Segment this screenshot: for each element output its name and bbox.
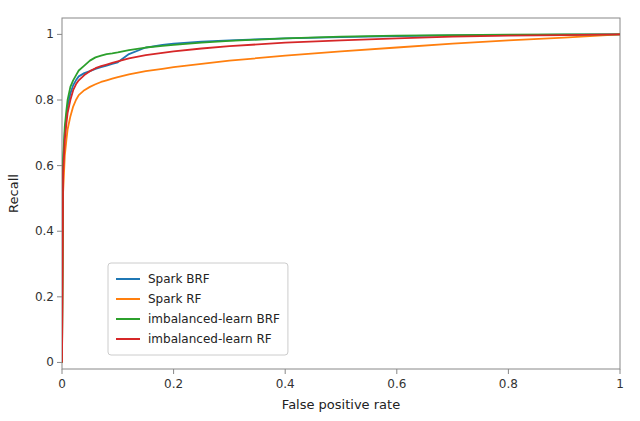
plot-frame [62, 18, 620, 369]
legend-swatch [116, 318, 140, 320]
y-tick [57, 34, 62, 35]
series-line [62, 34, 620, 362]
legend-label: imbalanced-learn RF [148, 332, 272, 346]
y-tick [57, 100, 62, 101]
axes: 0 0.2 0.4 0.6 0.8 1 0 0.2 0.4 0.6 0.8 1 [35, 27, 624, 391]
x-tick [173, 369, 174, 374]
y-tick-label: 0.4 [35, 224, 54, 238]
x-tick-label: 0.2 [164, 377, 183, 391]
x-tick [508, 369, 509, 374]
x-tick-label: 0 [58, 377, 66, 391]
legend: Spark BRF Spark RF imbalanced-learn BRF imb… [108, 263, 288, 355]
legend-label: Spark RF [148, 292, 202, 306]
series-line [62, 34, 620, 362]
legend-swatch [116, 278, 140, 280]
x-tick-label: 0.4 [276, 377, 295, 391]
x-axis-label: False positive rate [282, 397, 400, 412]
lines [62, 34, 620, 362]
x-tick [285, 369, 286, 374]
legend-swatch [116, 298, 140, 300]
y-tick-label: 0.8 [35, 93, 54, 107]
y-tick [57, 231, 62, 232]
legend-swatch [116, 338, 140, 340]
x-tick [62, 369, 63, 374]
x-tick [396, 369, 397, 374]
y-axis-label: Recall [6, 174, 21, 213]
x-tick-label: 0.6 [387, 377, 406, 391]
chart: 0 0.2 0.4 0.6 0.8 1 0 0.2 0.4 0.6 0.8 1 False positi… [0, 0, 640, 421]
y-tick-label: 0 [46, 355, 54, 369]
y-tick [57, 296, 62, 297]
legend-box [108, 263, 288, 355]
legend-label: imbalanced-learn BRF [148, 312, 280, 326]
x-tick-label: 1 [616, 377, 624, 391]
y-tick-label: 0.2 [35, 290, 54, 304]
y-tick-label: 1 [46, 27, 54, 41]
y-tick-label: 0.6 [35, 159, 54, 173]
series-line [62, 34, 620, 362]
legend-label: Spark BRF [148, 272, 210, 286]
x-tick [620, 369, 621, 374]
y-tick [57, 165, 62, 166]
series-line [62, 34, 620, 362]
y-tick [57, 362, 62, 363]
x-tick-label: 0.8 [499, 377, 518, 391]
